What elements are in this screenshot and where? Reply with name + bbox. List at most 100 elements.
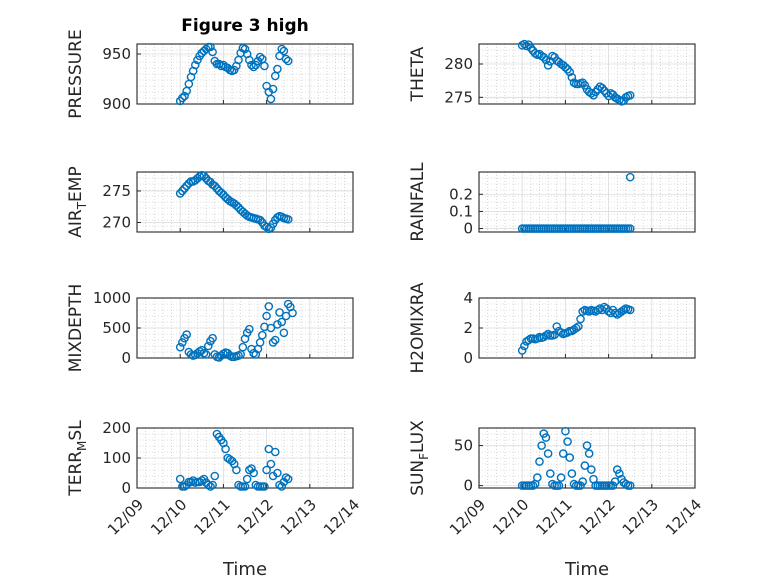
y-tick-label: 275 bbox=[444, 88, 473, 106]
data-point bbox=[201, 350, 211, 359]
data-point bbox=[279, 46, 289, 56]
data-point bbox=[268, 338, 278, 347]
data-point bbox=[580, 461, 590, 470]
data-point bbox=[208, 333, 217, 343]
data-point bbox=[619, 305, 629, 315]
y-tick-label: 0.2 bbox=[449, 185, 473, 203]
data-point bbox=[255, 52, 265, 62]
data-point bbox=[262, 465, 271, 475]
data-point bbox=[552, 322, 562, 331]
y-tick-label: 950 bbox=[102, 45, 131, 63]
data-point bbox=[517, 346, 527, 355]
data-point bbox=[264, 302, 274, 311]
data-point bbox=[208, 47, 217, 57]
axes-box bbox=[136, 427, 354, 489]
data-point bbox=[587, 89, 596, 98]
data-point bbox=[277, 317, 287, 327]
x-tick-label: 12/11 bbox=[190, 496, 233, 539]
x-tick-label: 12/12 bbox=[576, 496, 619, 539]
data-point bbox=[180, 91, 189, 101]
data-point bbox=[178, 338, 187, 347]
data-point bbox=[288, 308, 297, 318]
y-axis-label: TERRMSL bbox=[66, 420, 89, 497]
data-point bbox=[528, 481, 538, 490]
data-point bbox=[245, 55, 254, 65]
y-axis-label: PRESSURE bbox=[66, 29, 86, 118]
data-point bbox=[571, 323, 581, 333]
x-tick-label: 12/13 bbox=[619, 496, 662, 539]
data-point bbox=[270, 447, 280, 457]
y-tick-label: 2 bbox=[463, 319, 473, 337]
data-point bbox=[225, 455, 235, 464]
data-point bbox=[221, 444, 230, 454]
data-point bbox=[556, 328, 566, 337]
y-tick-label: 500 bbox=[102, 319, 131, 337]
data-point bbox=[281, 54, 291, 64]
data-point bbox=[625, 91, 635, 100]
subplot-air: 270 275 AIRTEMP bbox=[66, 166, 354, 238]
subplot-pressure: 900 950 PRESSURE bbox=[66, 29, 354, 119]
data-point bbox=[576, 314, 585, 324]
subplot-sun: 0 50 12/09 12/10 12/11 12/12 12/13 12/14 Time SUN… bbox=[408, 420, 705, 580]
subplot-h2omixra: 0 2 4 H2OMIXRA bbox=[408, 282, 696, 374]
data-point bbox=[199, 171, 209, 181]
data-point bbox=[216, 188, 226, 198]
data-point bbox=[567, 73, 577, 82]
data-point bbox=[260, 482, 269, 491]
data-point bbox=[625, 224, 635, 233]
data-point bbox=[561, 426, 570, 436]
data-point bbox=[584, 307, 594, 316]
data-point bbox=[599, 302, 609, 312]
x-tick-label: 12/09 bbox=[446, 496, 489, 539]
data-point bbox=[232, 201, 241, 210]
data-point bbox=[595, 304, 605, 313]
data-point bbox=[578, 477, 587, 486]
y-tick-label: 50 bbox=[454, 437, 473, 455]
y-tick-label: 0 bbox=[463, 349, 473, 367]
data-point bbox=[270, 71, 280, 81]
y-tick-label: 900 bbox=[102, 95, 131, 113]
x-axis-label: Time bbox=[564, 559, 609, 580]
subplot-rainfall: 00.10.2 RAINFALL bbox=[408, 162, 696, 242]
data-point bbox=[236, 350, 245, 359]
y-tick-label: 0 bbox=[121, 479, 131, 497]
data-point bbox=[175, 474, 185, 484]
data-point bbox=[625, 481, 635, 490]
data-point bbox=[249, 468, 258, 478]
data-point bbox=[251, 350, 261, 359]
y-tick-label: 280 bbox=[444, 55, 473, 73]
subplot-mixdepth: 0 500 1000 MIXDEPTH bbox=[66, 284, 354, 373]
data-point bbox=[247, 60, 256, 70]
data-point bbox=[541, 331, 551, 340]
data-point bbox=[175, 342, 185, 352]
y-axis-label: THETA bbox=[408, 46, 428, 102]
data-point bbox=[615, 469, 624, 478]
data-point bbox=[621, 479, 631, 489]
data-point bbox=[625, 305, 635, 315]
data-point bbox=[533, 473, 542, 482]
y-axis-label: H2OMIXRA bbox=[408, 282, 428, 373]
data-point bbox=[541, 433, 551, 442]
data-point bbox=[247, 344, 256, 354]
data-point bbox=[212, 184, 222, 193]
data-point bbox=[180, 482, 189, 491]
data-point bbox=[178, 93, 187, 103]
data-point bbox=[203, 341, 213, 351]
x-tick-label: 12/10 bbox=[489, 496, 532, 539]
data-point bbox=[574, 322, 583, 331]
y-axis-label: MIXDEPTH bbox=[66, 284, 86, 373]
y-tick-label: 4 bbox=[463, 289, 473, 307]
data-point bbox=[245, 324, 254, 334]
data-point bbox=[273, 64, 282, 74]
data-point bbox=[249, 62, 258, 72]
data-point bbox=[520, 341, 529, 351]
data-point bbox=[240, 482, 250, 491]
data-point bbox=[561, 63, 570, 72]
data-point bbox=[537, 441, 546, 450]
data-point bbox=[270, 335, 280, 345]
axes-box bbox=[136, 43, 354, 105]
axes-box bbox=[478, 43, 696, 105]
data-point bbox=[625, 172, 635, 182]
data-point bbox=[283, 474, 293, 484]
data-point bbox=[178, 186, 187, 196]
